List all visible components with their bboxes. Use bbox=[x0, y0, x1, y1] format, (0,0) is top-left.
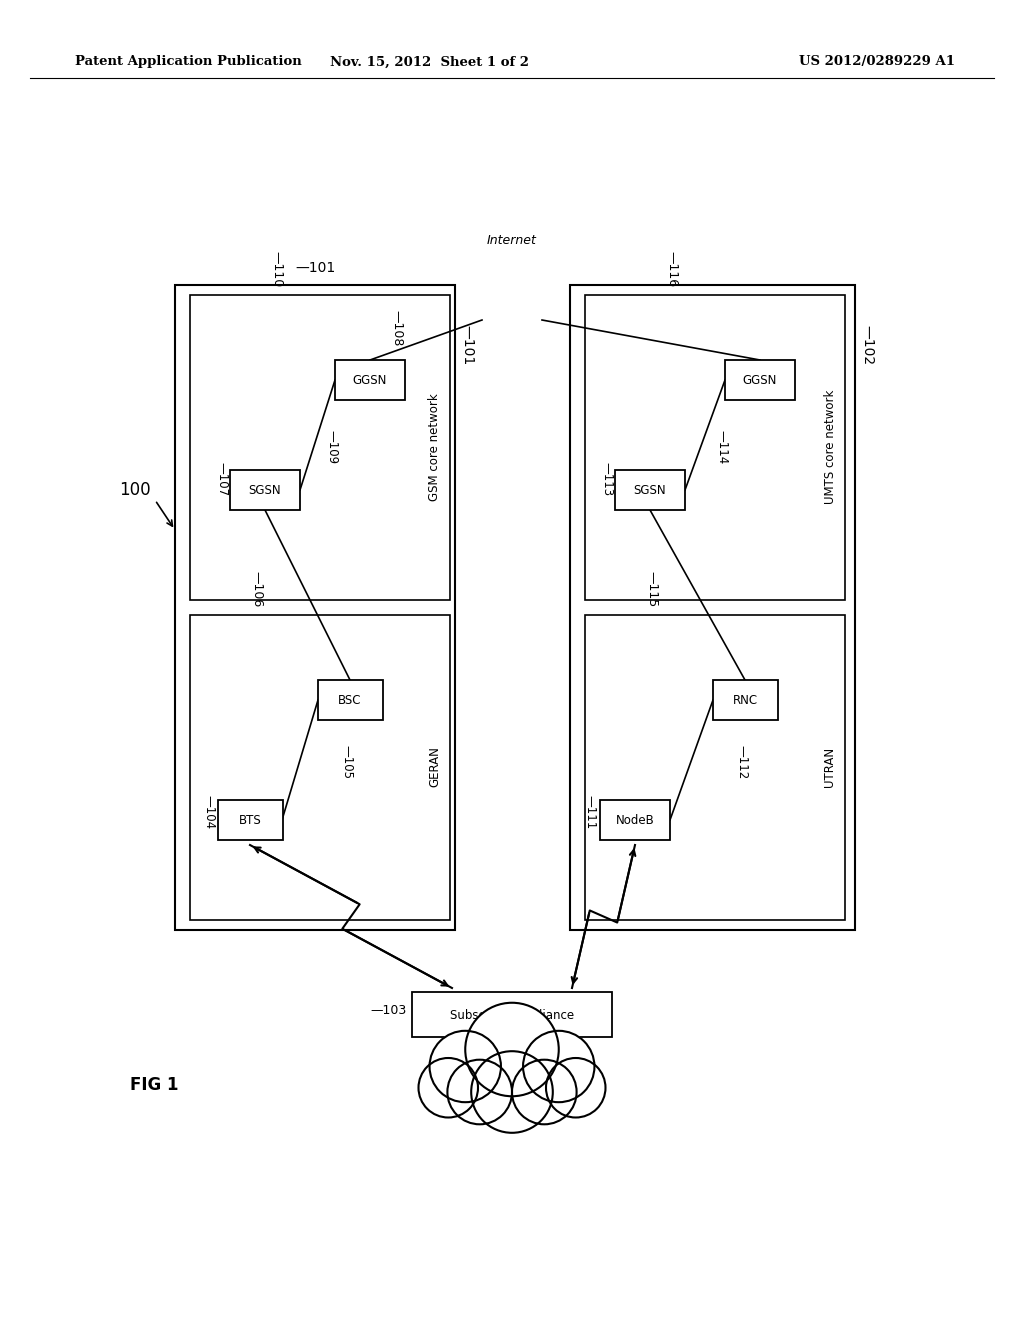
Text: GGSN: GGSN bbox=[742, 374, 777, 387]
FancyBboxPatch shape bbox=[600, 800, 670, 840]
Text: —109: —109 bbox=[325, 430, 338, 465]
Text: —102: —102 bbox=[860, 325, 874, 366]
Text: SGSN: SGSN bbox=[249, 483, 282, 496]
Circle shape bbox=[465, 1003, 559, 1096]
Text: —101: —101 bbox=[460, 325, 474, 366]
Text: SGSN: SGSN bbox=[634, 483, 667, 496]
Text: BTS: BTS bbox=[239, 813, 261, 826]
Text: —115: —115 bbox=[645, 570, 658, 607]
Circle shape bbox=[523, 1031, 595, 1102]
Text: —106: —106 bbox=[250, 570, 263, 607]
Text: BSC: BSC bbox=[338, 693, 361, 706]
Text: FIG 1: FIG 1 bbox=[130, 1076, 178, 1094]
FancyBboxPatch shape bbox=[230, 470, 300, 510]
Text: US 2012/0289229 A1: US 2012/0289229 A1 bbox=[799, 55, 955, 69]
Text: UMTS core network: UMTS core network bbox=[823, 389, 837, 504]
Text: 100: 100 bbox=[119, 480, 151, 499]
Text: —101: —101 bbox=[295, 261, 335, 275]
FancyBboxPatch shape bbox=[318, 680, 383, 719]
Text: RNC: RNC bbox=[732, 693, 758, 706]
Circle shape bbox=[429, 1031, 501, 1102]
Text: —112: —112 bbox=[735, 744, 748, 779]
Text: —105: —105 bbox=[340, 744, 353, 779]
Text: —111: —111 bbox=[583, 795, 596, 829]
Text: —104: —104 bbox=[202, 795, 215, 829]
FancyBboxPatch shape bbox=[725, 360, 795, 400]
Text: Patent Application Publication: Patent Application Publication bbox=[75, 55, 302, 69]
Text: UTRAN: UTRAN bbox=[823, 747, 837, 787]
Text: Nov. 15, 2012  Sheet 1 of 2: Nov. 15, 2012 Sheet 1 of 2 bbox=[331, 55, 529, 69]
Circle shape bbox=[471, 1051, 553, 1133]
FancyBboxPatch shape bbox=[335, 360, 406, 400]
Text: —110: —110 bbox=[270, 251, 283, 286]
Text: —116: —116 bbox=[665, 251, 678, 286]
Text: GSM core network: GSM core network bbox=[428, 393, 441, 500]
FancyBboxPatch shape bbox=[412, 993, 612, 1038]
Text: —113: —113 bbox=[600, 462, 613, 496]
FancyBboxPatch shape bbox=[218, 800, 283, 840]
Text: —114: —114 bbox=[715, 430, 728, 465]
Text: GGSN: GGSN bbox=[353, 374, 387, 387]
Text: —103: —103 bbox=[371, 1003, 407, 1016]
Circle shape bbox=[546, 1059, 605, 1118]
Text: NodeB: NodeB bbox=[615, 813, 654, 826]
Text: —107: —107 bbox=[215, 462, 228, 496]
Circle shape bbox=[419, 1059, 478, 1118]
FancyBboxPatch shape bbox=[615, 470, 685, 510]
Circle shape bbox=[512, 1060, 577, 1125]
FancyBboxPatch shape bbox=[713, 680, 778, 719]
Circle shape bbox=[447, 1060, 512, 1125]
Text: GERAN: GERAN bbox=[428, 747, 441, 788]
Text: —108: —108 bbox=[390, 310, 403, 346]
Text: Internet: Internet bbox=[487, 234, 537, 247]
Text: Subscriber appliance: Subscriber appliance bbox=[450, 1008, 574, 1022]
